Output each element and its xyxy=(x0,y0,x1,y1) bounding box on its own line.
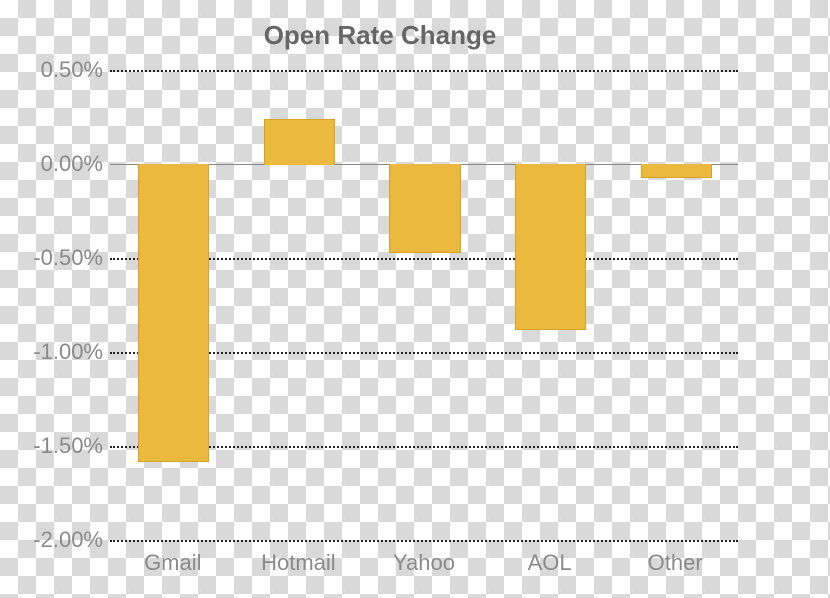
bar xyxy=(138,164,209,462)
gridline xyxy=(110,540,738,542)
x-axis-label: Gmail xyxy=(144,550,201,576)
y-axis-label: 0.50% xyxy=(8,57,103,83)
y-axis-label: 0.00% xyxy=(8,151,103,177)
chart-title: Open Rate Change xyxy=(0,20,760,51)
y-axis-label: -0.50% xyxy=(8,245,103,271)
bar xyxy=(641,164,712,178)
x-axis-label: AOL xyxy=(528,550,572,576)
y-axis-label: -2.00% xyxy=(8,527,103,553)
x-axis-label: Hotmail xyxy=(261,550,336,576)
x-axis-label: Yahoo xyxy=(393,550,455,576)
bar xyxy=(264,119,335,165)
chart-content: Open Rate Change 0.50%0.00%-0.50%-1.00%-… xyxy=(0,0,760,598)
y-axis-label: -1.50% xyxy=(8,433,103,459)
bar xyxy=(515,164,586,330)
gridline xyxy=(110,70,738,72)
y-axis-label: -1.00% xyxy=(8,339,103,365)
x-axis-label: Other xyxy=(648,550,703,576)
bar xyxy=(389,164,460,253)
plot-area: 0.50%0.00%-0.50%-1.00%-1.50%-2.00%GmailH… xyxy=(110,70,738,540)
